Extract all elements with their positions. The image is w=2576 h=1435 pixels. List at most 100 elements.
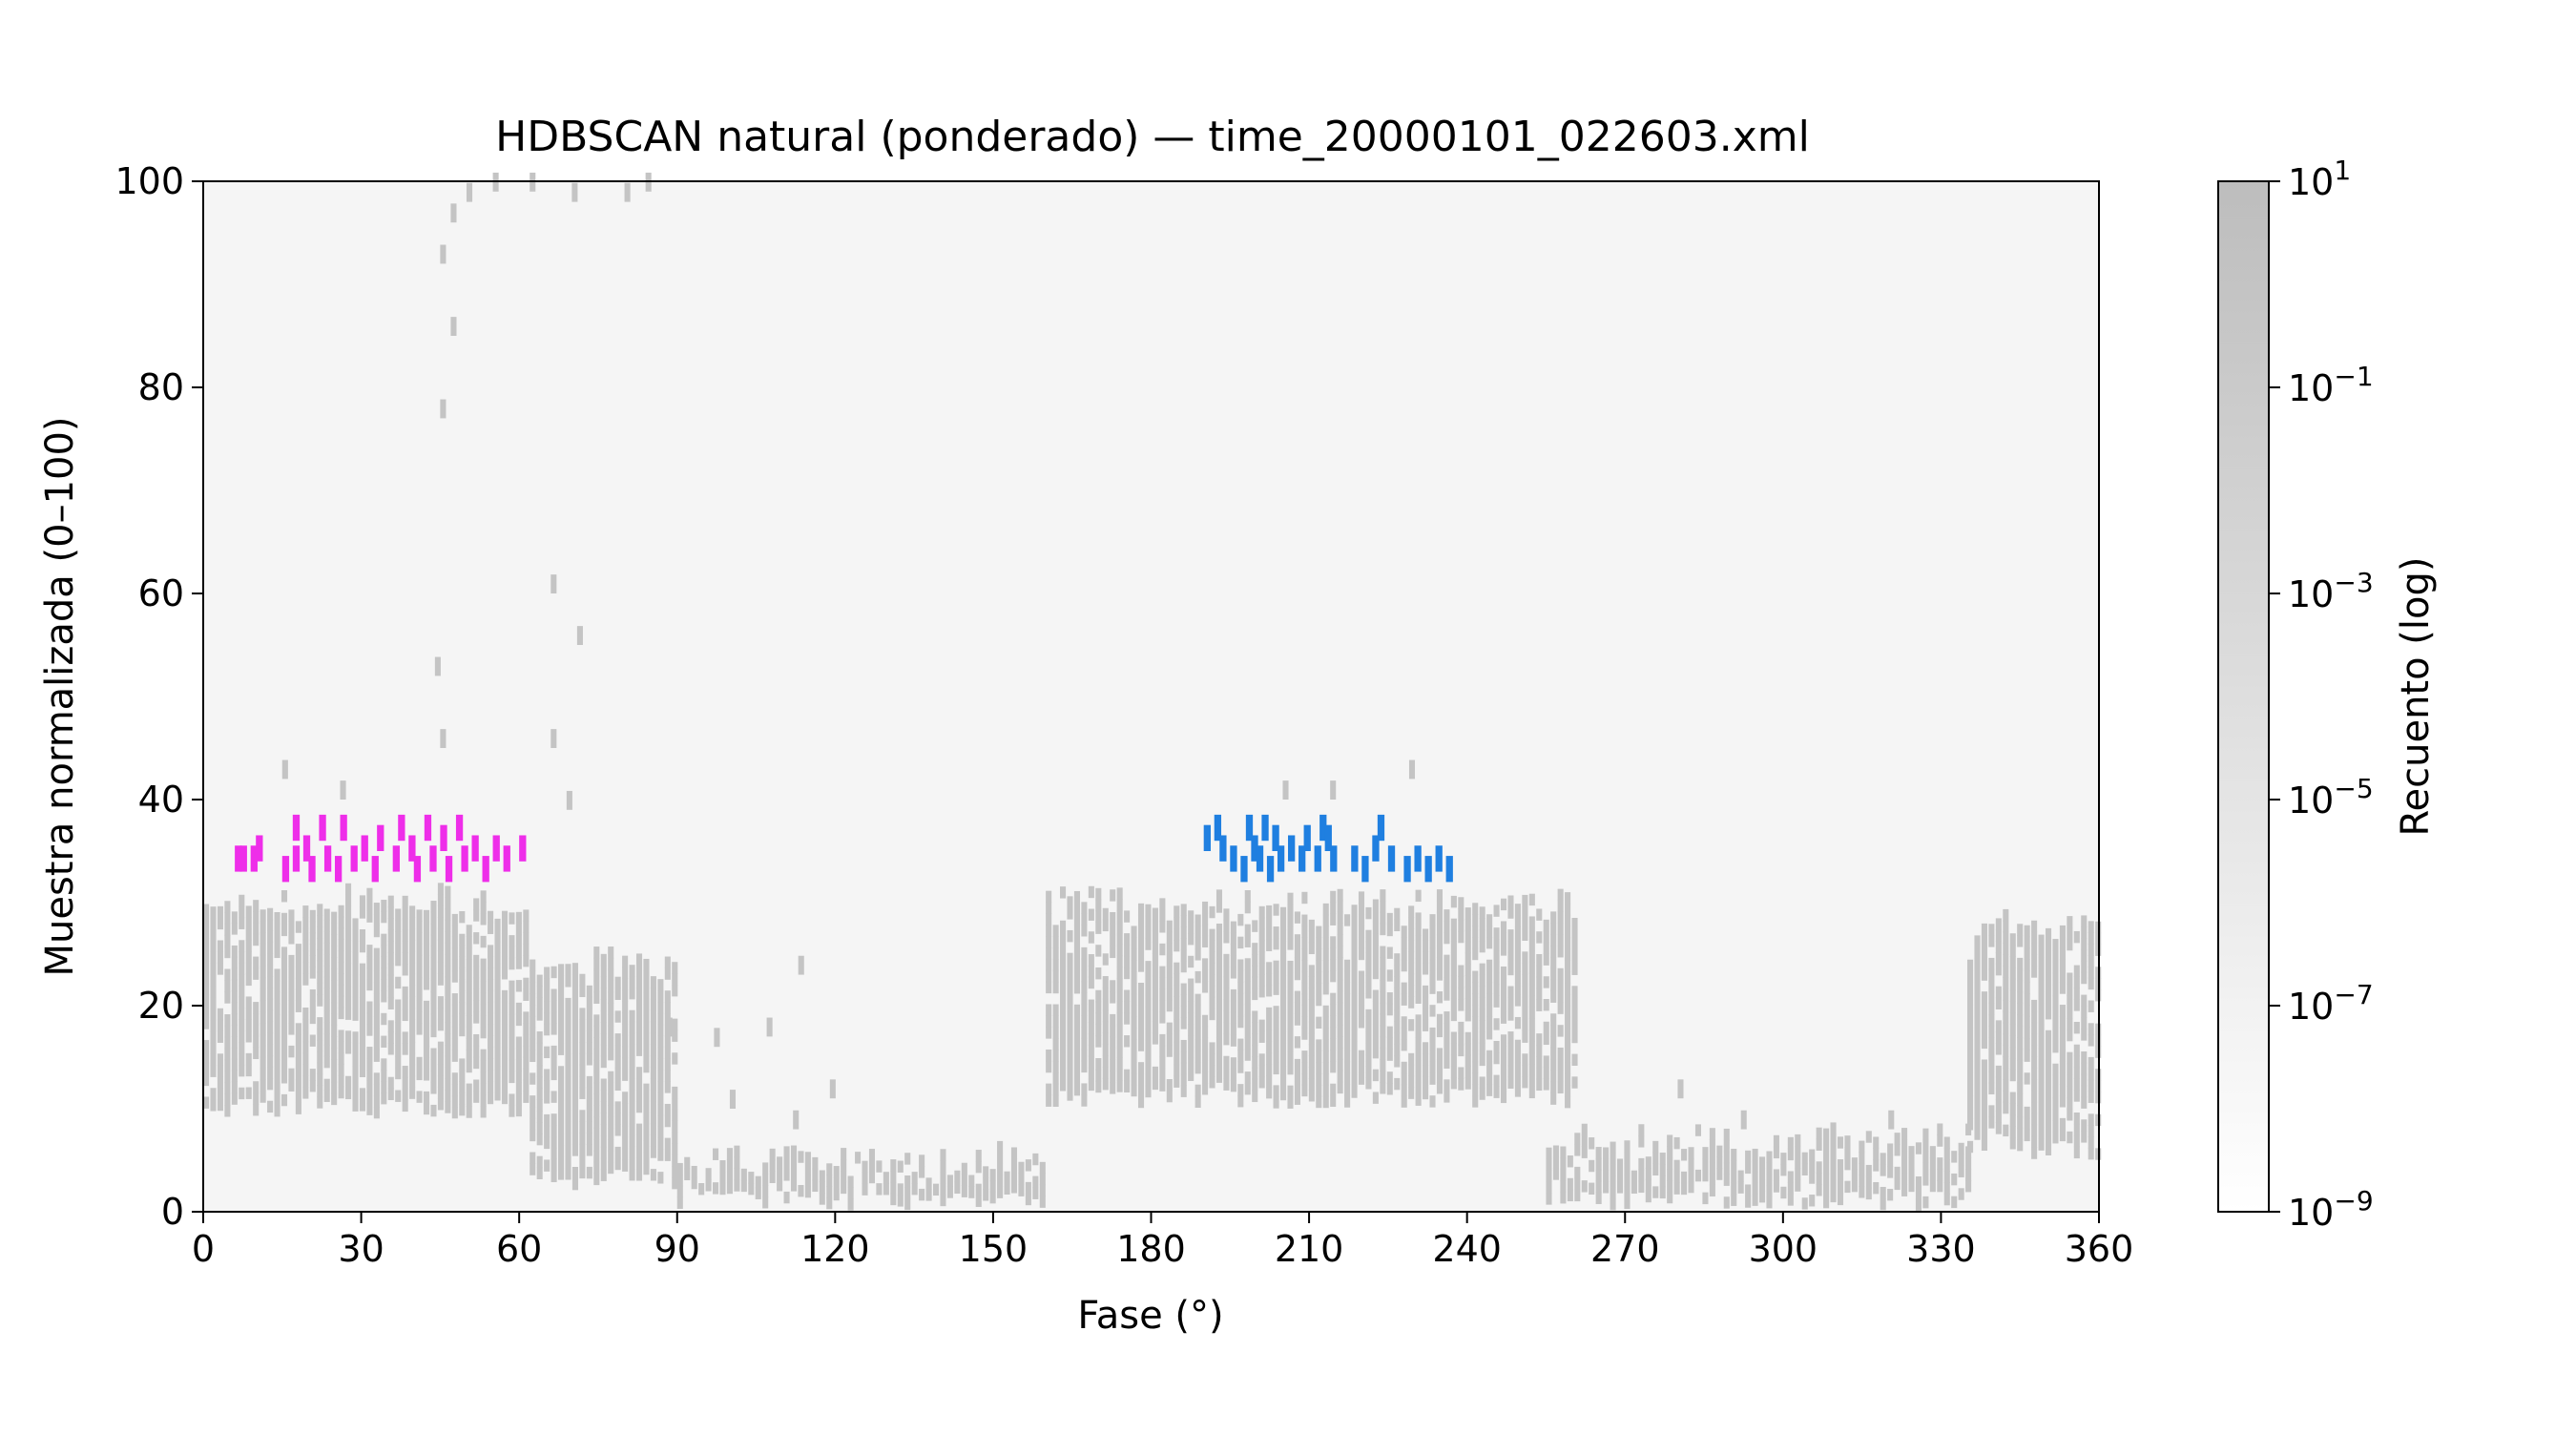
heatmap-cell bbox=[352, 974, 359, 988]
heatmap-cell bbox=[473, 977, 480, 990]
heatmap-cell bbox=[586, 985, 592, 998]
heatmap-cell bbox=[593, 1093, 600, 1106]
heatmap-cell bbox=[2088, 1000, 2094, 1012]
heatmap-cell bbox=[1223, 976, 1230, 989]
heatmap-cell bbox=[629, 1032, 635, 1045]
heatmap-cell bbox=[323, 1022, 330, 1034]
heatmap-cell bbox=[1273, 971, 1279, 984]
heatmap-cell bbox=[579, 1042, 586, 1054]
heatmap-cell bbox=[841, 1181, 847, 1195]
heatmap-cell bbox=[748, 1182, 755, 1196]
heatmap-cell bbox=[274, 912, 280, 925]
cluster-1-point bbox=[250, 845, 258, 872]
cluster-1-point bbox=[281, 856, 290, 883]
heatmap-cell bbox=[1166, 977, 1173, 989]
heatmap-cell bbox=[1574, 1166, 1581, 1179]
heatmap-cell bbox=[2045, 1109, 2052, 1122]
heatmap-cell bbox=[1244, 1014, 1251, 1028]
cluster-1-point bbox=[340, 814, 347, 842]
heatmap-cell bbox=[1795, 1145, 1801, 1158]
heatmap-cell bbox=[253, 1002, 260, 1014]
heatmap-cell bbox=[280, 890, 288, 903]
heatmap-cell bbox=[387, 1043, 394, 1055]
heatmap-cell bbox=[650, 988, 656, 1000]
heatmap-cell bbox=[989, 1191, 996, 1204]
heatmap-cell bbox=[643, 1050, 650, 1062]
heatmap-cell bbox=[1166, 943, 1173, 955]
heatmap-cell bbox=[373, 925, 380, 938]
heatmap-cell bbox=[366, 899, 373, 912]
heatmap-cell bbox=[635, 1044, 643, 1056]
heatmap-cell bbox=[1731, 1182, 1737, 1196]
heatmap-cell bbox=[536, 1030, 543, 1044]
heatmap-cell bbox=[253, 911, 260, 924]
heatmap-cell bbox=[544, 1011, 551, 1025]
heatmap-cell bbox=[2067, 1131, 2073, 1144]
heatmap-cell bbox=[1215, 946, 1223, 959]
x-tick-label: 150 bbox=[959, 1228, 1028, 1270]
heatmap-cell bbox=[466, 1027, 472, 1039]
heatmap-cell bbox=[608, 946, 614, 959]
heatmap-cell bbox=[395, 943, 402, 955]
heatmap-cell bbox=[1004, 1182, 1010, 1195]
heatmap-cell bbox=[650, 1032, 656, 1045]
heatmap-cell bbox=[1131, 960, 1137, 972]
heatmap-cell bbox=[210, 1088, 217, 1100]
heatmap-cell bbox=[260, 1023, 266, 1035]
heatmap-cell bbox=[1301, 1005, 1308, 1018]
heatmap-cell bbox=[323, 943, 330, 955]
heatmap-cell bbox=[1124, 967, 1131, 980]
heatmap-cell bbox=[847, 1187, 854, 1199]
heatmap-cell bbox=[1294, 1013, 1300, 1026]
heatmap-cell bbox=[2059, 936, 2066, 949]
heatmap-cell bbox=[430, 923, 437, 936]
heatmap-cell bbox=[868, 1149, 876, 1161]
heatmap-cell bbox=[1589, 1182, 1595, 1196]
heatmap-cell bbox=[523, 1056, 530, 1070]
heatmap-cell bbox=[1988, 1105, 1995, 1117]
heatmap-cell bbox=[245, 1030, 252, 1043]
heatmap-cell bbox=[1522, 963, 1528, 975]
heatmap-cell bbox=[1394, 975, 1401, 988]
heatmap-cell bbox=[1514, 948, 1521, 962]
heatmap-cell bbox=[1237, 1050, 1244, 1062]
heatmap-cell bbox=[1258, 917, 1265, 930]
heatmap-cell bbox=[1102, 1044, 1109, 1056]
heatmap-cell bbox=[488, 1035, 494, 1048]
heatmap-cell bbox=[523, 954, 530, 967]
heatmap-cell bbox=[777, 1156, 783, 1169]
heatmap-cell bbox=[1137, 1095, 1145, 1109]
heatmap-cell bbox=[488, 989, 494, 1003]
heatmap-cell bbox=[2052, 1007, 2059, 1019]
heatmap-cell bbox=[480, 1106, 487, 1118]
heatmap-cell bbox=[1159, 1000, 1166, 1012]
heatmap-cell bbox=[323, 1010, 330, 1023]
heatmap-cell bbox=[544, 1136, 551, 1150]
y-tick-label: 20 bbox=[138, 985, 184, 1027]
heatmap-cell bbox=[445, 1067, 451, 1080]
heatmap-cell bbox=[664, 1137, 671, 1151]
heatmap-cell bbox=[1988, 980, 1995, 993]
heatmap-cell bbox=[1887, 1143, 1894, 1155]
heatmap-cell bbox=[1507, 986, 1514, 998]
heatmap-cell bbox=[812, 1179, 819, 1193]
cluster-1-point bbox=[408, 835, 416, 862]
heatmap-cell bbox=[608, 1048, 614, 1061]
heatmap-cell bbox=[1560, 1180, 1567, 1193]
heatmap-cell bbox=[1988, 1048, 1995, 1061]
heatmap-cell bbox=[2038, 1036, 2045, 1049]
heatmap-cell bbox=[536, 1009, 543, 1021]
heatmap-cell bbox=[1415, 1048, 1422, 1061]
heatmap-cell bbox=[1052, 1083, 1059, 1096]
heatmap-cell bbox=[1773, 1169, 1779, 1181]
heatmap-cell bbox=[1358, 970, 1365, 983]
heatmap-cell bbox=[530, 1095, 536, 1108]
heatmap-cell bbox=[1188, 1069, 1195, 1081]
heatmap-cell bbox=[558, 975, 565, 988]
heatmap-cell bbox=[1266, 1041, 1273, 1053]
heatmap-cell bbox=[1908, 1179, 1915, 1193]
heatmap-cell bbox=[1215, 934, 1223, 947]
heatmap-cell bbox=[1974, 1060, 1981, 1072]
heatmap-cell bbox=[1330, 992, 1337, 1006]
heatmap-cell bbox=[1116, 1011, 1123, 1025]
